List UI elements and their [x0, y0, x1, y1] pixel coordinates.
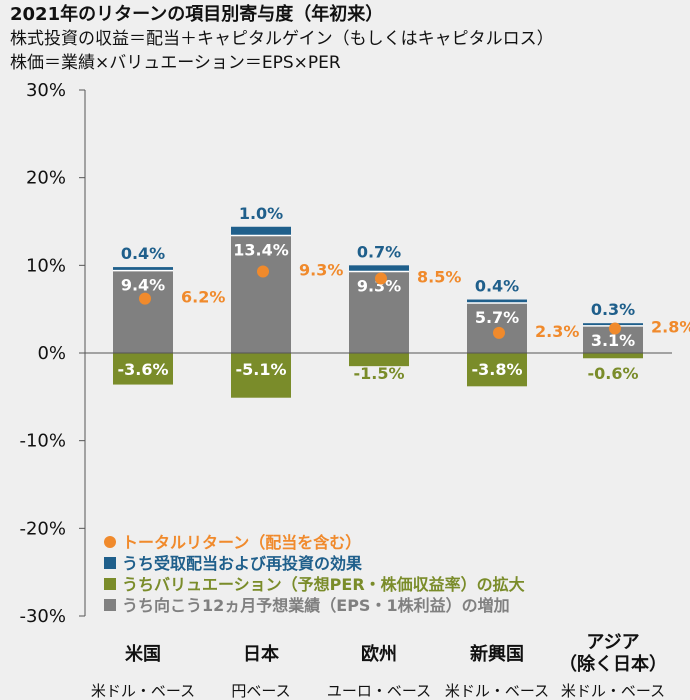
data-label-earnings: 13.4% [233, 241, 289, 260]
category-label-sub: （除く日本） [559, 653, 667, 675]
bar-earnings [231, 235, 291, 353]
category-label: 新興国 [470, 643, 524, 665]
currency-basis-label: ユーロ・ベース [327, 682, 431, 700]
data-label-dividend: 0.3% [591, 300, 635, 319]
data-label-dividend: 0.4% [475, 277, 519, 296]
currency-basis-label: 米ドル・ベース [561, 682, 665, 700]
currency-basis-label: 円ベース [231, 682, 290, 700]
legend-marker-valuation [104, 578, 116, 590]
bar-valuation [231, 353, 291, 398]
data-label-total: 6.2% [181, 288, 225, 307]
data-label-dividend: 1.0% [239, 204, 283, 223]
data-label-valuation: -3.6% [117, 360, 168, 379]
legend-label-earnings: うち向こう12ヵ月予想業績（EPS・1株利益）の増加 [122, 596, 510, 615]
bar-dividend [231, 226, 291, 236]
y-tick-label: -10% [19, 431, 66, 452]
y-tick-label: -20% [19, 518, 66, 539]
data-label-earnings: 9.3% [357, 276, 401, 295]
y-tick-label: 20% [26, 168, 66, 189]
legend-label-valuation: うちバリュエーション（予想PER・株価収益率）の拡大 [122, 575, 525, 594]
category-label: 欧州 [361, 643, 397, 665]
bar-dividend [349, 265, 409, 272]
total-return-point [493, 326, 505, 339]
total-return-point [375, 272, 387, 285]
data-label-total: 2.3% [535, 322, 579, 341]
bar-dividend [467, 299, 527, 304]
data-label-valuation: -3.8% [471, 360, 522, 379]
bar-valuation [113, 353, 173, 385]
data-label-valuation: -5.1% [235, 360, 286, 379]
chart-title: 2021年のリターンの項目別寄与度（年初来） [10, 4, 384, 25]
bar-earnings [113, 270, 173, 353]
bar-earnings [349, 271, 409, 353]
data-label-dividend: 0.4% [121, 244, 165, 263]
legend-marker-earnings [104, 599, 116, 611]
bar-valuation [467, 353, 527, 387]
y-tick-label: 30% [26, 80, 66, 101]
chart-subtitle-1: 株式投資の収益＝配当＋キャピタルゲイン（もしくはキャピタルロス） [10, 29, 554, 49]
total-return-point [257, 265, 269, 278]
currency-basis-label: 米ドル・ベース [91, 682, 195, 700]
legend-marker-total [104, 536, 116, 548]
total-return-point [139, 292, 151, 305]
bar-dividend [113, 267, 173, 271]
total-return-point [609, 322, 621, 335]
data-label-total: 2.8% [651, 317, 690, 336]
y-tick-label: 10% [26, 255, 66, 276]
data-label-dividend: 0.7% [357, 242, 401, 261]
y-tick-label: 0% [37, 343, 66, 364]
data-label-valuation: -1.5% [353, 364, 404, 383]
data-label-earnings: 9.4% [121, 276, 165, 295]
chart-subtitle-2: 株価＝業績×バリュエーション＝EPS×PER [10, 53, 341, 73]
category-label: アジア [586, 632, 639, 653]
y-tick-label: -30% [19, 606, 66, 627]
category-label: 米国 [125, 643, 161, 665]
data-label-total: 9.3% [299, 260, 343, 279]
data-label-earnings: 5.7% [475, 308, 519, 327]
legend-label-total: トータルリターン（配当を含む） [122, 533, 361, 552]
data-label-earnings: 3.1% [591, 331, 635, 350]
legend-marker-dividend [104, 557, 116, 569]
bar-valuation [583, 353, 643, 359]
bar-valuation [349, 353, 409, 367]
currency-basis-label: 米ドル・ベース [445, 682, 549, 700]
data-label-valuation: -0.6% [587, 364, 638, 383]
data-label-total: 8.5% [417, 267, 461, 286]
legend-label-dividend: うち受取配当および再投資の効果 [122, 554, 362, 573]
category-label: 日本 [243, 643, 279, 665]
